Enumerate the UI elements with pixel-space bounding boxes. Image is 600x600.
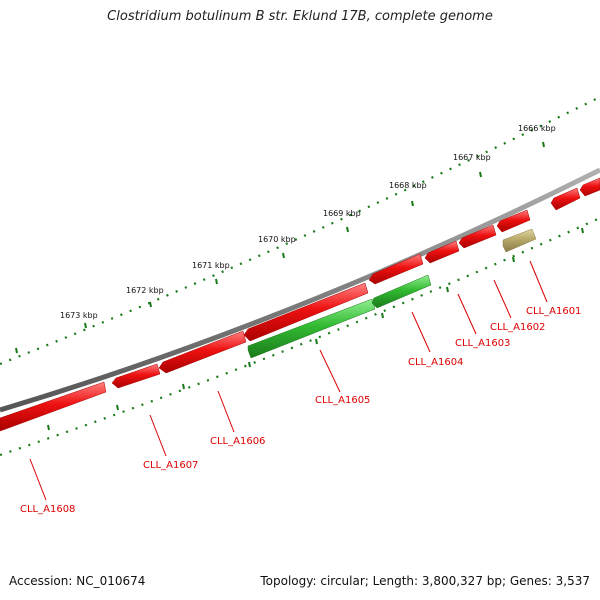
topology-text: Topology: circular; Length: 3,800,327 bp… xyxy=(260,574,590,588)
gene-label-CLL_A1602[interactable]: CLL_A1602 xyxy=(490,322,545,333)
reverse-strand-genes xyxy=(247,228,537,359)
outer-scale-ring xyxy=(0,96,600,366)
gene-label-CLL_A1608[interactable]: CLL_A1608 xyxy=(20,504,75,515)
scale-label-1668: 1668 kbp xyxy=(389,181,427,190)
forward-strand-genes xyxy=(0,177,600,432)
gene-CLL_A1602[interactable] xyxy=(458,224,497,249)
gene-CLL_A1607[interactable] xyxy=(111,363,161,389)
gene-label-CLL_A1607[interactable]: CLL_A1607 xyxy=(143,460,198,471)
accession-text: Accession: NC_010674 xyxy=(9,574,146,588)
scale-label-1672: 1672 kbp xyxy=(126,286,164,295)
gene-labels: CLL_A1601 CLL_A1602 CLL_A1603 CLL_A1604 … xyxy=(20,306,581,515)
genome-backbone xyxy=(0,167,600,413)
scale-label-1673: 1673 kbp xyxy=(60,311,98,320)
outer-major-ticks xyxy=(15,141,545,354)
gene-CLL_A1601-fwd[interactable] xyxy=(496,209,531,233)
gene-upstream-1[interactable] xyxy=(550,187,581,211)
gene-CLL_A1606[interactable] xyxy=(158,330,247,374)
label-leaders xyxy=(29,260,548,501)
scale-label-1670: 1670 kbp xyxy=(258,235,296,244)
gene-CLL_A1603[interactable] xyxy=(424,240,460,264)
gene-label-CLL_A1606[interactable]: CLL_A1606 xyxy=(210,436,265,447)
inner-major-ticks xyxy=(47,227,584,431)
genome-title: Clostridium botulinum B str. Eklund 17B,… xyxy=(107,9,493,24)
scale-label-1669: 1669 kbp xyxy=(323,209,361,218)
scale-labels: 1666 kbp 1667 kbp 1668 kbp 1669 kbp 1670… xyxy=(60,124,556,320)
scale-label-1667: 1667 kbp xyxy=(453,153,491,162)
gene-label-CLL_A1603[interactable]: CLL_A1603 xyxy=(455,338,510,349)
gene-label-CLL_A1605[interactable]: CLL_A1605 xyxy=(315,395,370,406)
scale-label-1671: 1671 kbp xyxy=(192,261,230,270)
gene-label-CLL_A1604[interactable]: CLL_A1604 xyxy=(408,357,463,368)
gene-label-CLL_A1601[interactable]: CLL_A1601 xyxy=(526,306,581,317)
gene-CLL_A1605[interactable] xyxy=(247,298,376,359)
gene-CLL_A1605-fwd[interactable] xyxy=(243,282,369,342)
gene-CLL_A1608[interactable] xyxy=(0,381,107,432)
scale-label-1666: 1666 kbp xyxy=(518,124,556,133)
gene-CLL_A1604[interactable] xyxy=(371,274,432,309)
gene-upstream-2[interactable] xyxy=(579,177,600,197)
gene-CLL_A1601[interactable] xyxy=(502,228,537,253)
gene-CLL_A1604-fwd[interactable] xyxy=(368,253,424,285)
